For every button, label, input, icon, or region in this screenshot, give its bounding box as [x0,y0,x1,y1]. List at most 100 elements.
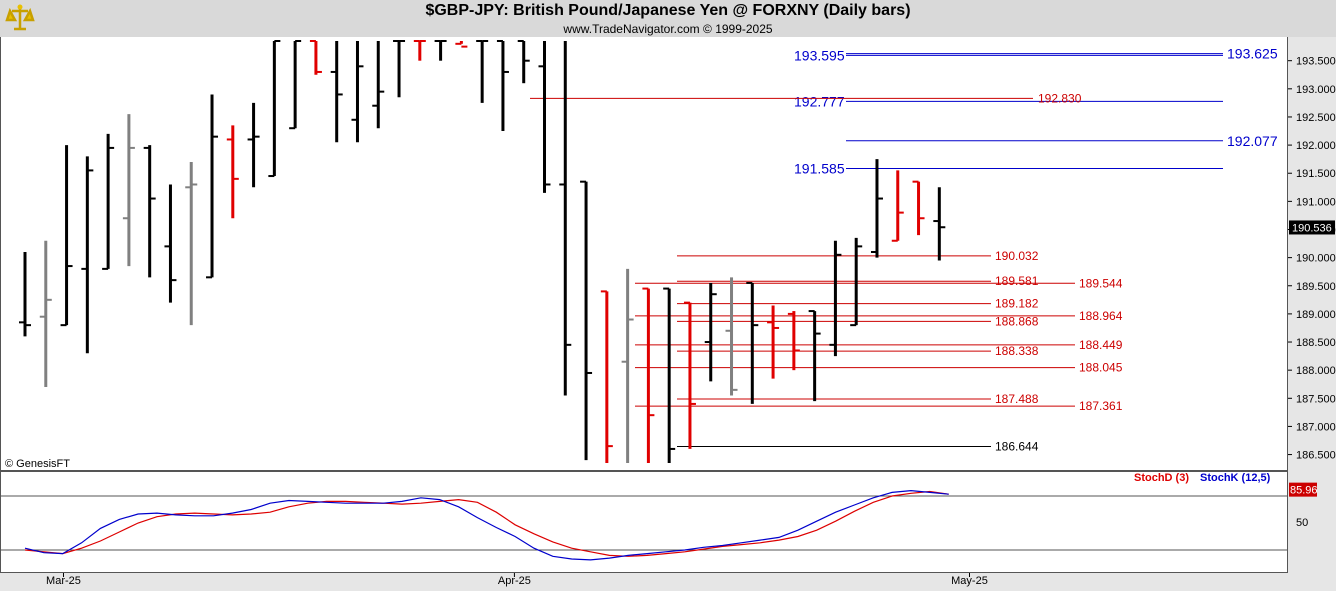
last-osc-box [1289,482,1317,497]
date-label: Apr-25 [498,575,531,587]
level-label-188.338: 188.338 [995,344,1039,358]
level-label-193.625: 193.625 [1227,46,1278,62]
ohlc-bar [642,287,655,463]
ohlc-bar [393,40,406,98]
ohlc-bar [413,40,426,61]
ohlc-bar [870,159,883,258]
level-label-186.644: 186.644 [995,439,1039,453]
stochd-legend: StochD (3) [1134,472,1189,484]
last-osc-label: 85.96 [1290,485,1318,497]
level-label-189.581: 189.581 [995,274,1039,288]
series-stochk [24,489,949,561]
price-tick-label: 193.000 [1296,84,1336,96]
ohlc-bar [122,114,135,267]
date-axis-svg: Mar-25 Apr-25 May-25 [46,573,988,587]
price-tick-label: 187.000 [1296,421,1336,433]
price-tick-label: 188.500 [1296,337,1336,349]
ohlc-bar [309,40,322,75]
ohlc-bar [725,277,738,396]
ohlc-bar [289,40,302,130]
level-label-192.777: 192.777 [794,93,845,109]
price-tick-label: 192.500 [1296,112,1336,124]
ohlc-bar [580,180,593,461]
ohlc-bar [39,240,52,388]
stochastic-panel [0,471,1288,573]
level-label-188.449: 188.449 [1079,338,1123,352]
ohlc-bar [746,281,759,404]
ohlc-bar [143,145,156,278]
price-tick-label: 187.500 [1296,393,1336,405]
ohlc-bar [704,282,717,382]
price-tick-label: 188.000 [1296,365,1336,377]
ohlc-bar [60,145,73,327]
ohlc-bar [787,311,800,371]
ohlc-bar [621,268,634,463]
price-tick-label: 191.000 [1296,196,1336,208]
ohlc-bar [476,40,489,103]
ohlc-bar [81,156,94,354]
ohlc-bar [164,184,177,303]
level-label-188.868: 188.868 [995,314,1039,328]
price-tick-label: 192.000 [1296,140,1336,152]
ohlc-bar [517,40,530,84]
level-label-192.830: 192.830 [1038,91,1082,105]
ohlc-bar [247,102,260,188]
osc-tick-label: 50 [1296,517,1308,529]
ohlc-bar [829,240,842,357]
chart-title: $GBP-JPY: British Pound/Japanese Yen @ F… [425,2,911,19]
level-label-188.964: 188.964 [1079,309,1123,323]
series-stochd [24,490,949,557]
ohlc-bar [850,237,863,327]
stochk-legend: StochK (12,5) [1200,472,1271,484]
level-label-190.032: 190.032 [995,249,1039,263]
level-label-187.488: 187.488 [995,392,1039,406]
title-bar: $GBP-JPY: British Pound/Japanese Yen @ F… [0,0,1336,37]
price-tick-label: 190.000 [1296,253,1336,265]
level-label-192.077: 192.077 [1227,133,1278,149]
date-label: Mar-25 [46,575,81,587]
ohlc-bar [185,161,198,326]
level-label-187.361: 187.361 [1079,399,1123,413]
ohlc-bar [767,305,780,379]
ohlc-bar [912,180,925,236]
ohlc-bar [663,287,676,463]
copyright-label: © GenesisFT [5,458,70,470]
chart-subtitle: www.TradeNavigator.com © 1999-2025 [563,22,773,36]
ohlc-bar [226,125,239,219]
ohlc-bar [891,170,904,242]
genesis-logo-icon [4,2,36,34]
price-chart: 193.595 193.625 192.777 192.077 191.585 192.8… [19,40,1278,463]
date-label: May-25 [951,575,988,587]
price-axis-svg: 193.500 193.000 192.500 192.000 191.500 191.0… [1288,56,1336,462]
level-label-191.585: 191.585 [794,160,845,176]
ohlc-bar [19,252,31,337]
date-axis: Mar-25 Apr-25 May-25 [0,573,1336,591]
ohlc-bar [102,133,115,270]
price-panel: 193.595 193.625 192.777 192.077 191.585 192.8… [0,37,1288,471]
ohlc-bar [330,41,343,143]
stochastic-axis-svg: 50 85.96 [1289,482,1318,529]
stochastic-chart [1,489,1287,561]
price-tick-label: 189.000 [1296,309,1336,321]
price-tick-label: 191.500 [1296,168,1336,180]
ohlc-bar [455,41,468,48]
ohlc-bar [206,94,219,279]
level-label-193.595: 193.595 [794,47,845,63]
ohlc-bar [372,41,385,129]
price-tick-label: 193.500 [1296,56,1336,68]
ohlc-bar [434,40,447,61]
ohlc-bar [268,40,281,178]
ohlc-bar [683,301,696,449]
ohlc-bar [559,41,572,396]
ohlc-bar [600,290,613,463]
stochastic-axis: 50 85.96 [1288,471,1336,573]
ohlc-bar [496,40,509,132]
level-label-189.182: 189.182 [995,297,1039,311]
price-axis: 193.500 193.000 192.500 192.000 191.500 191.0… [1288,37,1336,471]
price-tick-label: 189.500 [1296,281,1336,293]
last-price-label: 190.536 [1292,222,1332,234]
ohlc-bar [933,187,946,261]
last-price-box [1289,220,1335,235]
ohlc-bar [808,310,821,402]
ohlc-bar [538,41,551,193]
